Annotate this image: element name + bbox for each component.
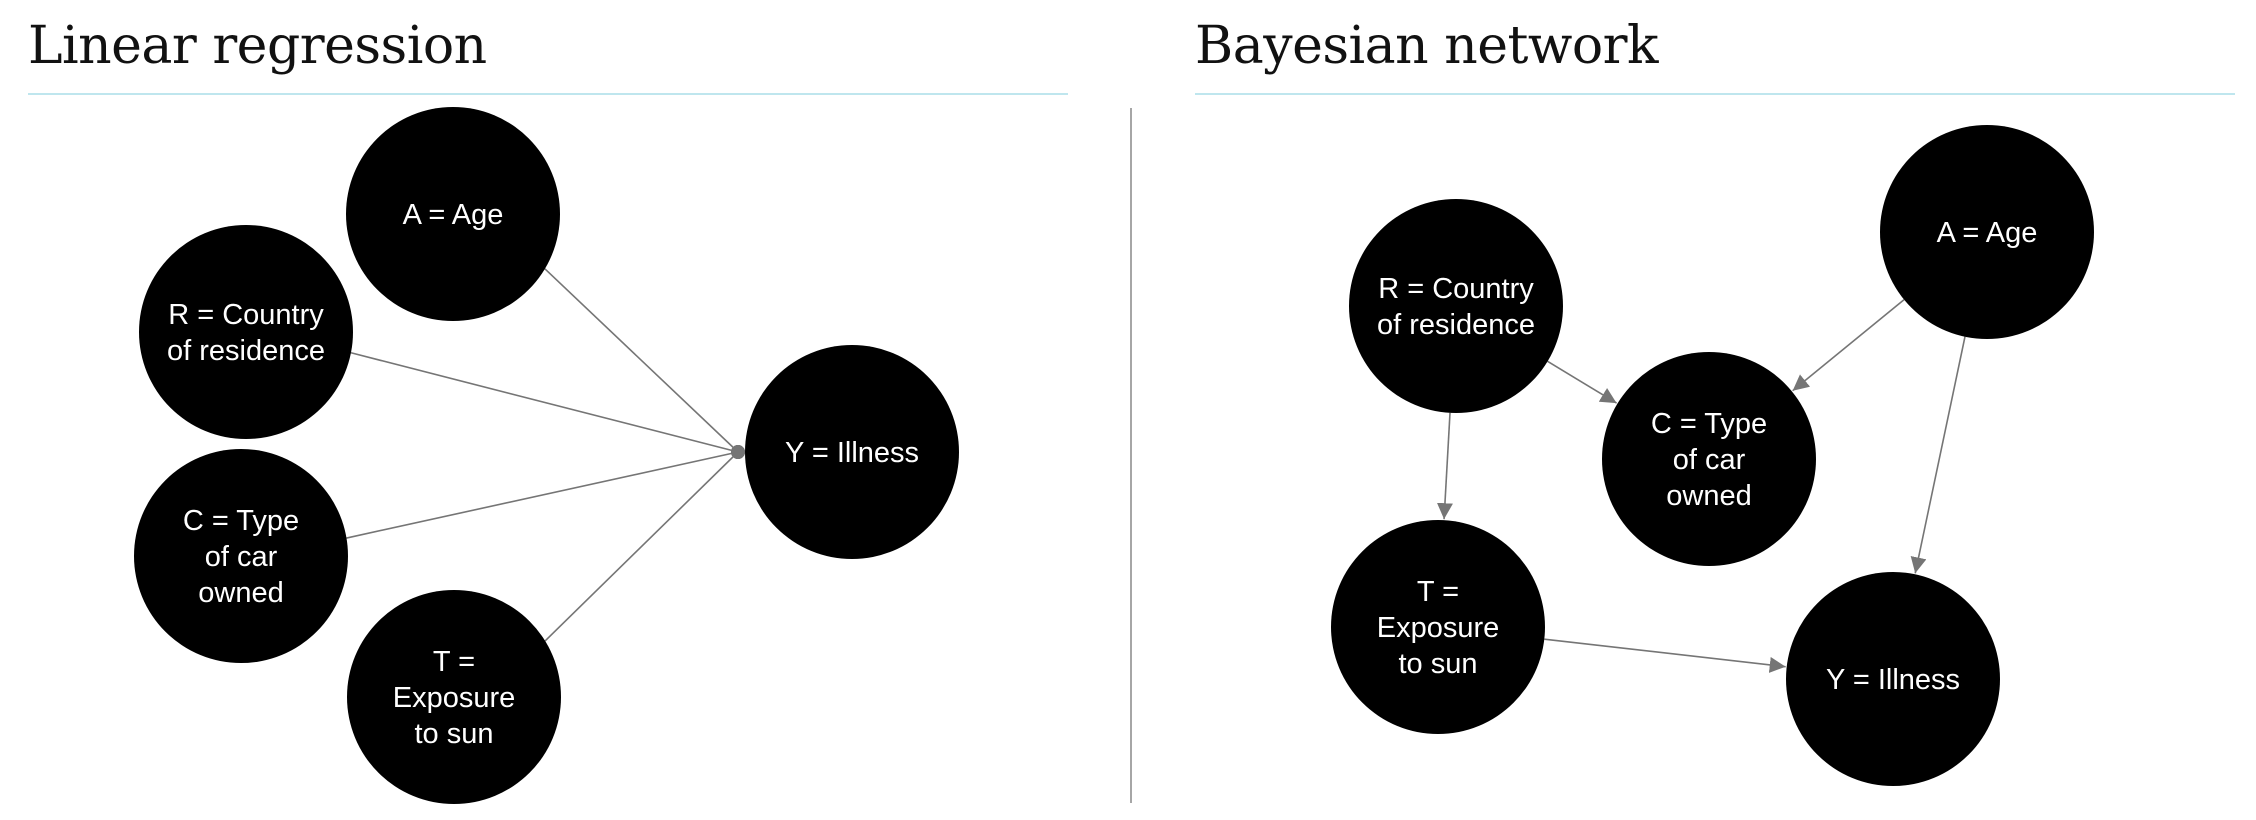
right-title-rule: [1195, 93, 2235, 95]
left-title-rule: [28, 93, 1068, 95]
left-edge-t-to-y: [544, 445, 745, 642]
left-node-t-label-line: to sun: [415, 718, 494, 750]
left-node-a-label-line: A = Age: [403, 199, 504, 231]
right-node-y: Y = Illness: [1786, 572, 2000, 786]
right-edge-a-to-c: [1792, 299, 1905, 392]
right-edge-a-to-y: [1910, 336, 1966, 574]
right-edge-r-to-c: [1547, 360, 1617, 404]
left-node-c-label-line: of car: [205, 541, 278, 573]
left-node-r: R = Country of residence: [139, 225, 353, 439]
right-node-y-circle: [1786, 572, 2000, 786]
left-node-t-label-line: Exposure: [393, 682, 516, 714]
left-node-c-label-line: owned: [198, 577, 283, 609]
left-node-c-label-line: C = Type: [183, 505, 299, 537]
right-node-t-label-line: T =: [1417, 576, 1459, 608]
left-panel-title: Linear regression: [28, 16, 487, 76]
left-node-y-label-line: Y = Illness: [785, 437, 919, 469]
left-node-a-circle: [346, 107, 560, 321]
left-node-y-circle: [745, 345, 959, 559]
left-edge-a-to-y: [544, 268, 745, 459]
right-node-r: R = Country of residence: [1349, 199, 1563, 413]
right-node-r-circle: [1349, 199, 1563, 413]
panel-divider: [1130, 108, 1132, 803]
left-edge-r-to-y: [350, 352, 745, 459]
left-node-t-circle: [347, 590, 561, 804]
right-node-a-label-line: A = Age: [1937, 217, 2038, 249]
right-node-c-circle: [1602, 352, 1816, 566]
right-node-t-label-line: Exposure: [1377, 612, 1500, 644]
right-node-t-circle: [1331, 520, 1545, 734]
left-node-a: A = Age: [346, 107, 560, 321]
left-node-r-label-line: R = Country: [168, 299, 324, 331]
right-node-t-label-line: to sun: [1399, 648, 1478, 680]
right-node-c-label-line: of car: [1673, 444, 1746, 476]
right-edge-r-to-t: [1436, 412, 1453, 520]
right-node-c-label-line: owned: [1666, 480, 1751, 512]
left-node-c: C = Type of car owned: [134, 449, 348, 663]
right-node-c: C = Type of car owned: [1602, 352, 1816, 566]
left-edge-c-to-y: [346, 445, 745, 539]
left-node-r-circle: [139, 225, 353, 439]
left-node-y: Y = Illness: [745, 345, 959, 559]
right-node-a: A = Age: [1880, 125, 2094, 339]
right-panel-title: Bayesian network: [1195, 16, 1659, 76]
right-node-a-circle: [1880, 125, 2094, 339]
right-node-r-label-line: of residence: [1377, 309, 1535, 341]
left-node-t-label-line: T =: [433, 646, 475, 678]
left-node-c-circle: [134, 449, 348, 663]
right-node-c-label-line: C = Type: [1651, 408, 1767, 440]
left-node-r-label-line: of residence: [167, 335, 325, 367]
right-node-t: T = Exposure to sun: [1331, 520, 1545, 734]
right-edge-t-to-y: [1544, 638, 1786, 673]
right-node-r-label-line: R = Country: [1378, 273, 1534, 305]
left-node-t: T = Exposure to sun: [347, 590, 561, 804]
right-node-y-label-line: Y = Illness: [1826, 664, 1960, 696]
